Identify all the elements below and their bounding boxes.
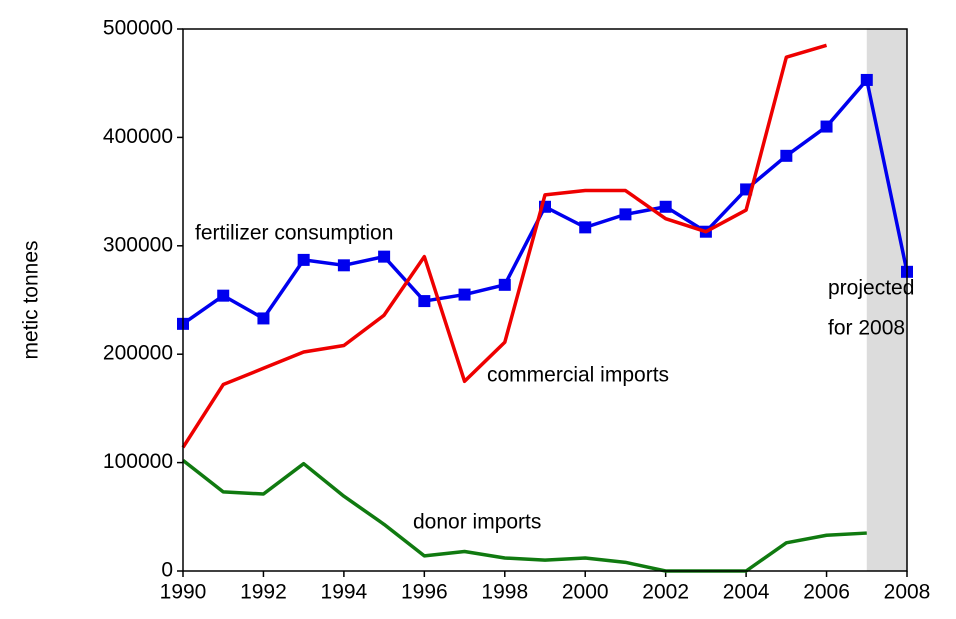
y-tick-label: 0: [161, 559, 173, 582]
x-tick-label: 1998: [481, 581, 528, 604]
y-axis-label: metic tonnes: [20, 240, 43, 359]
x-tick-label: 2008: [884, 581, 931, 604]
x-tick-label: 1992: [240, 581, 287, 604]
point-marker: [619, 208, 632, 221]
series-line: [181, 43, 828, 449]
point-marker: [217, 289, 230, 302]
point-marker: [780, 149, 793, 162]
x-tick-label: 1994: [321, 581, 368, 604]
x-tick-label: 1990: [160, 581, 207, 604]
annotation: for 2008: [828, 317, 905, 340]
x-tick-label: 2002: [642, 581, 689, 604]
y-tick-label: 300000: [103, 233, 173, 256]
point-marker: [458, 288, 471, 301]
point-marker: [378, 250, 391, 263]
point-marker: [297, 253, 310, 266]
y-tick-label: 400000: [103, 125, 173, 148]
y-tick-label: 200000: [103, 342, 173, 365]
point-marker: [820, 120, 833, 133]
annotation: projected: [828, 277, 914, 300]
point-marker: [659, 200, 672, 213]
point-marker: [579, 221, 592, 234]
x-tick-label: 2006: [803, 581, 850, 604]
series-label: commercial imports: [487, 364, 669, 387]
x-tick-label: 1996: [401, 581, 448, 604]
point-marker: [418, 295, 431, 308]
x-tick-label: 2004: [723, 581, 770, 604]
point-marker: [860, 73, 873, 86]
point-marker: [257, 312, 270, 325]
series-label: fertilizer consumption: [195, 222, 393, 245]
point-marker: [498, 278, 511, 291]
series-label: donor imports: [413, 511, 541, 534]
series-line: [181, 459, 867, 573]
plot-frame: [182, 28, 908, 572]
y-tick-label: 500000: [103, 17, 173, 40]
point-marker: [337, 259, 350, 272]
y-tick-label: 100000: [103, 450, 173, 473]
x-tick-label: 2000: [562, 581, 609, 604]
